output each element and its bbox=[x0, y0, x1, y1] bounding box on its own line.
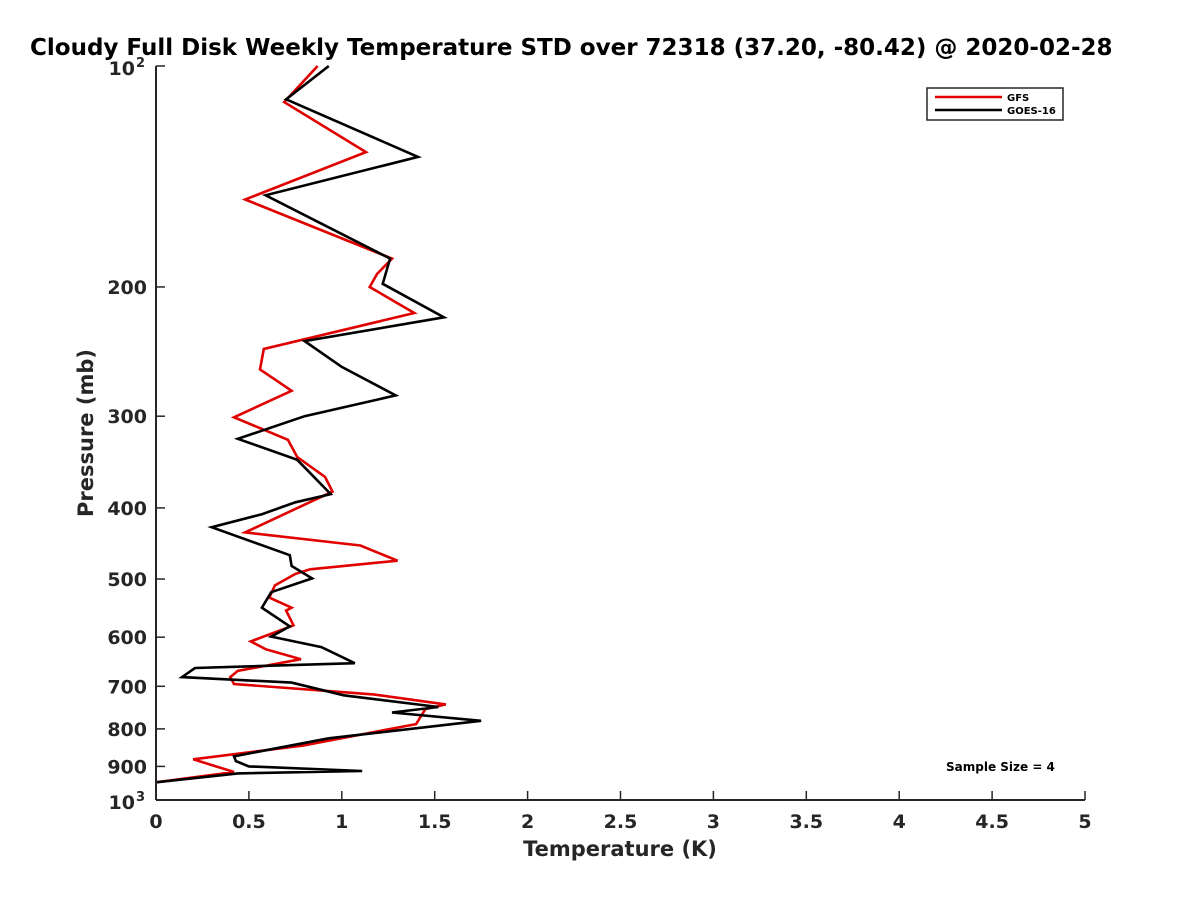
legend: GFS GOES-16 bbox=[926, 87, 1064, 121]
x-axis-ticks: 0 0.5 1 1.5 2 2.5 3 3.5 4 4.5 5 bbox=[149, 791, 1092, 833]
y-tick-exponent: 2 bbox=[136, 56, 145, 71]
x-tick-label: 0.5 bbox=[232, 811, 266, 833]
x-tick-label: 0 bbox=[149, 811, 162, 833]
legend-label-gfs: GFS bbox=[1007, 93, 1029, 104]
x-tick-label: 3 bbox=[707, 811, 720, 833]
chart-title: Cloudy Full Disk Weekly Temperature STD … bbox=[30, 35, 1113, 61]
y-axis-label: Pressure (mb) bbox=[74, 349, 98, 517]
y-tick-label: 800 bbox=[107, 719, 147, 741]
x-tick-label: 4.5 bbox=[975, 811, 1009, 833]
y-tick-label: 600 bbox=[107, 627, 147, 649]
y-tick-label: 10 bbox=[109, 792, 135, 814]
y-tick-label: 200 bbox=[107, 277, 147, 299]
y-tick-label: 700 bbox=[107, 676, 147, 698]
y-tick-label: 500 bbox=[107, 569, 147, 591]
x-tick-label: 4 bbox=[893, 811, 906, 833]
x-tick-label: 5 bbox=[1078, 811, 1091, 833]
sample-size-annotation: Sample Size = 4 bbox=[946, 760, 1055, 774]
legend-label-goes16: GOES-16 bbox=[1007, 106, 1056, 117]
y-tick-label: 400 bbox=[107, 498, 147, 520]
y-tick-label: 300 bbox=[107, 406, 147, 428]
legend-box bbox=[926, 87, 1064, 121]
x-tick-label: 1.5 bbox=[418, 811, 452, 833]
x-axis-label: Temperature (K) bbox=[523, 837, 717, 861]
series-layer bbox=[155, 64, 482, 784]
x-tick-label: 2.5 bbox=[604, 811, 638, 833]
x-tick-label: 1 bbox=[335, 811, 348, 833]
series-line-goes16 bbox=[155, 64, 482, 784]
series-line-gfs bbox=[155, 65, 447, 784]
x-tick-label: 2 bbox=[521, 811, 534, 833]
x-tick-label: 3.5 bbox=[789, 811, 823, 833]
y-tick-label: 10 bbox=[109, 58, 135, 80]
y-tick-exponent: 3 bbox=[136, 790, 145, 805]
y-tick-label: 900 bbox=[107, 756, 147, 778]
